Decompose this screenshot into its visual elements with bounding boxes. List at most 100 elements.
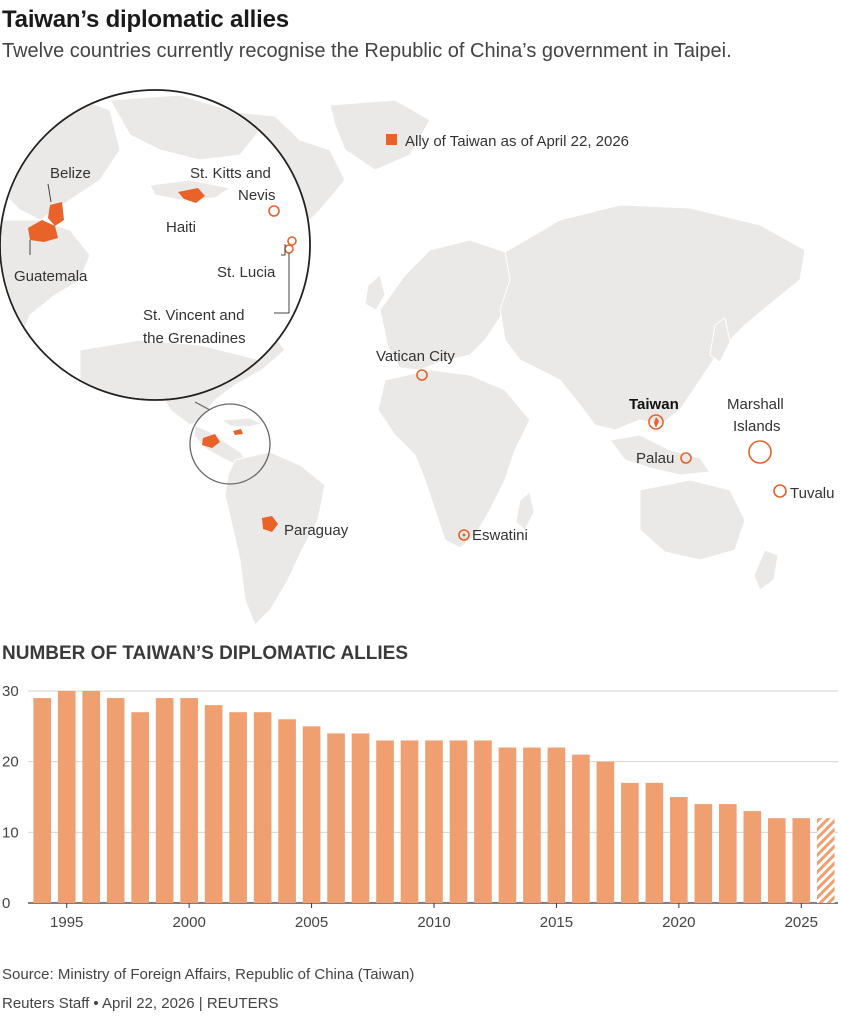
bar-2022 bbox=[719, 804, 737, 903]
label-st-vincent-line2: the Grenadines bbox=[143, 330, 246, 347]
africa-land bbox=[377, 369, 531, 549]
bar-2001 bbox=[204, 705, 223, 903]
st-lucia-inset-marker bbox=[287, 236, 297, 246]
caribbean-zoom-ring bbox=[189, 403, 271, 485]
x-tick-label: 2015 bbox=[540, 914, 573, 931]
bar-1996 bbox=[82, 691, 101, 903]
haiti-shape bbox=[233, 429, 243, 435]
vatican-marker bbox=[416, 369, 428, 381]
japan-land bbox=[709, 317, 731, 363]
y-tick-label: 10 bbox=[2, 824, 19, 841]
guatemala-belize-shape bbox=[202, 434, 220, 448]
haiti-inset-shape bbox=[178, 188, 205, 203]
bar-2008 bbox=[376, 740, 394, 903]
chart-x-ticks: 1995 2000 2005 2010 2015 2020 2025 bbox=[50, 903, 818, 931]
southeast-asia-land bbox=[609, 434, 711, 476]
bar-2017 bbox=[596, 761, 615, 903]
bar-1998 bbox=[131, 712, 149, 903]
st-kitts-inset-marker bbox=[268, 205, 280, 217]
bar-2016 bbox=[572, 754, 590, 903]
y-tick-label: 20 bbox=[2, 754, 19, 771]
greenland-land bbox=[329, 99, 431, 171]
x-tick-label: 2005 bbox=[295, 914, 328, 931]
bar-1995 bbox=[57, 691, 76, 903]
bar-2019 bbox=[645, 782, 664, 903]
eswatini-marker bbox=[458, 529, 470, 541]
ally-shapes bbox=[202, 429, 278, 532]
madagascar-land bbox=[515, 491, 535, 531]
guatemala-inset-shape bbox=[28, 220, 58, 242]
label-belize: Belize bbox=[50, 165, 91, 182]
bar-2012 bbox=[474, 740, 492, 903]
chart-y-ticks: 0 10 20 30 bbox=[2, 683, 19, 912]
bar-2026 bbox=[816, 818, 835, 903]
label-marshall-line1: Marshall bbox=[727, 396, 784, 413]
caribbean-land bbox=[220, 417, 264, 428]
bar-2023 bbox=[743, 811, 762, 903]
label-st-kitts-line1: St. Kitts and bbox=[190, 165, 271, 182]
chart-title: NUMBER OF TAIWAN’S DIPLOMATIC ALLIES bbox=[2, 643, 408, 664]
belize-inset-shape bbox=[48, 202, 64, 226]
bar-2003 bbox=[253, 712, 272, 903]
taiwan-marker bbox=[648, 414, 664, 430]
label-guatemala: Guatemala bbox=[14, 268, 88, 285]
europe-land bbox=[379, 239, 516, 371]
y-tick-label: 30 bbox=[2, 683, 19, 700]
bar-2002 bbox=[229, 712, 247, 903]
australia-land bbox=[639, 479, 746, 561]
bar-2020 bbox=[670, 797, 688, 903]
legend-label: Ally of Taiwan as of April 22, 2026 bbox=[405, 133, 629, 150]
label-eswatini: Eswatini bbox=[472, 527, 528, 544]
taiwan-shape bbox=[654, 417, 659, 428]
bar-2011 bbox=[449, 740, 468, 903]
label-taiwan: Taiwan bbox=[629, 396, 679, 413]
bar-1994 bbox=[33, 698, 52, 903]
asia-land bbox=[499, 204, 806, 431]
bar-2007 bbox=[351, 733, 370, 903]
bar-2006 bbox=[327, 733, 345, 903]
x-tick-label: 2025 bbox=[785, 914, 818, 931]
chart-bars bbox=[33, 691, 835, 903]
marshall-marker bbox=[748, 440, 772, 464]
label-st-kitts-line2: Nevis bbox=[238, 187, 276, 204]
bar-2021 bbox=[694, 804, 713, 903]
x-tick-label: 1995 bbox=[50, 914, 83, 931]
source-note: Source: Ministry of Foreign Affairs, Rep… bbox=[2, 966, 415, 983]
bar-2009 bbox=[400, 740, 419, 903]
bar-2015 bbox=[547, 747, 566, 903]
uk-land bbox=[364, 274, 386, 311]
palau-marker bbox=[680, 452, 692, 464]
bar-2005 bbox=[302, 726, 321, 903]
label-haiti: Haiti bbox=[166, 219, 196, 236]
bar-2000 bbox=[180, 698, 198, 903]
bar-2004 bbox=[278, 719, 296, 903]
byline: Reuters Staff • April 22, 2026 | REUTERS bbox=[2, 995, 279, 1012]
bar-2014 bbox=[523, 747, 541, 903]
label-tuvalu: Tuvalu bbox=[790, 485, 834, 502]
south-america-land bbox=[224, 451, 326, 625]
paraguay-shape bbox=[262, 516, 278, 532]
x-tick-label: 2020 bbox=[662, 914, 695, 931]
label-paraguay: Paraguay bbox=[284, 522, 349, 539]
label-vatican: Vatican City bbox=[376, 348, 455, 365]
y-tick-label: 0 bbox=[2, 895, 10, 912]
label-palau: Palau bbox=[636, 450, 674, 467]
x-tick-label: 2010 bbox=[417, 914, 450, 931]
bar-2025 bbox=[792, 818, 811, 903]
world-map: Ally of Taiwan as of April 22, 2026 Beli… bbox=[0, 89, 834, 625]
legend-swatch bbox=[386, 134, 397, 145]
page-subtitle: Twelve countries currently recognise the… bbox=[2, 40, 732, 62]
bar-2013 bbox=[498, 747, 517, 903]
bar-1999 bbox=[155, 698, 174, 903]
bar-2010 bbox=[425, 740, 443, 903]
label-marshall-line2: Islands bbox=[733, 418, 781, 435]
tuvalu-marker bbox=[773, 484, 787, 498]
bar-2024 bbox=[767, 818, 786, 903]
bar-1997 bbox=[106, 698, 125, 903]
label-st-lucia: St. Lucia bbox=[217, 264, 276, 281]
x-tick-label: 2000 bbox=[172, 914, 205, 931]
bar-2018 bbox=[621, 782, 639, 903]
allies-bar-chart: NUMBER OF TAIWAN’S DIPLOMATIC ALLIES 199… bbox=[2, 643, 838, 931]
page-title: Taiwan’s diplomatic allies bbox=[2, 6, 289, 33]
caribbean-inset bbox=[0, 89, 311, 401]
